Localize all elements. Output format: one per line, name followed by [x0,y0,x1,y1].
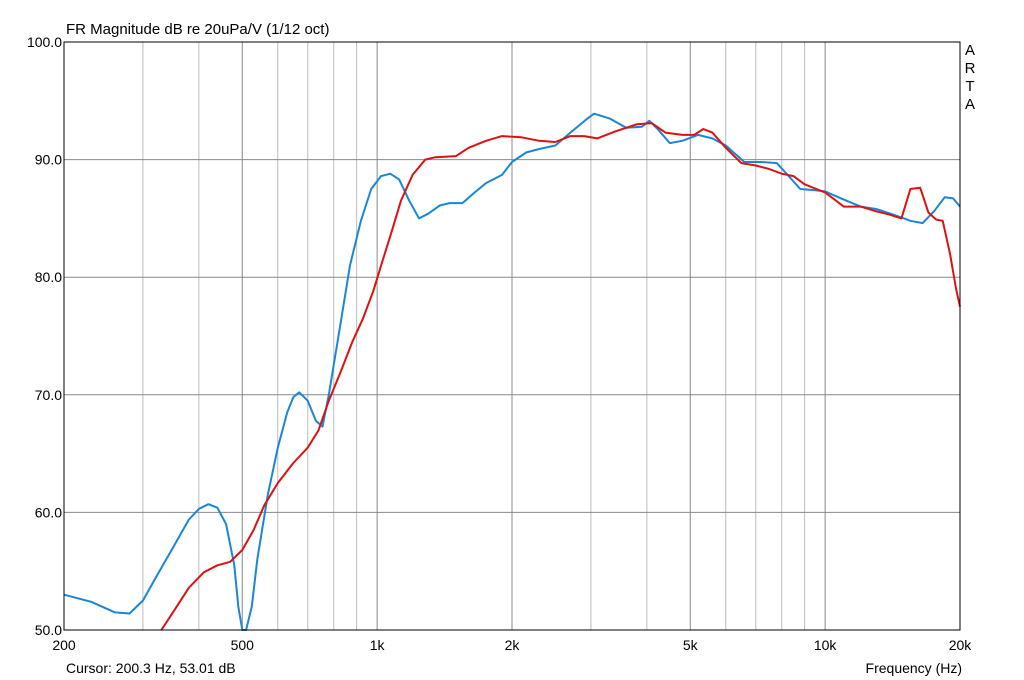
plot-frame [63,41,961,631]
arta-logo-text: ARTA [963,42,977,114]
x-axis-title: Frequency (Hz) [865,660,962,676]
series-layer [63,112,961,631]
cursor-readout: Cursor: 200.3 Hz, 53.01 dB [66,660,236,676]
y-tick-label: 90.0 [35,152,62,168]
grid-layer [63,41,961,631]
y-tick-label: 60.0 [35,504,62,520]
tick-labels: 200 500 1k 2k 5k 10k 20k 50.0 60.0 70.0 80.0 90.0 10… [27,34,972,653]
series-line-2 [160,122,961,631]
y-tick-label: 100.0 [27,34,62,50]
x-tick-label: 500 [231,637,255,653]
y-tick-label: 80.0 [35,269,62,285]
x-tick-label: 200 [52,637,76,653]
y-tick-label: 70.0 [35,387,62,403]
brand-text: ARTA [964,42,976,113]
chart-title: FR Magnitude dB re 20uPa/V (1/12 oct) [66,21,330,38]
x-tick-label: 1k [370,637,386,653]
x-tick-label: 2k [505,637,521,653]
x-tick-label: 5k [683,637,699,653]
x-tick-label: 20k [949,637,973,653]
series-line-1 [63,112,961,631]
y-tick-label: 50.0 [35,622,62,638]
x-tick-label: 10k [814,637,838,653]
